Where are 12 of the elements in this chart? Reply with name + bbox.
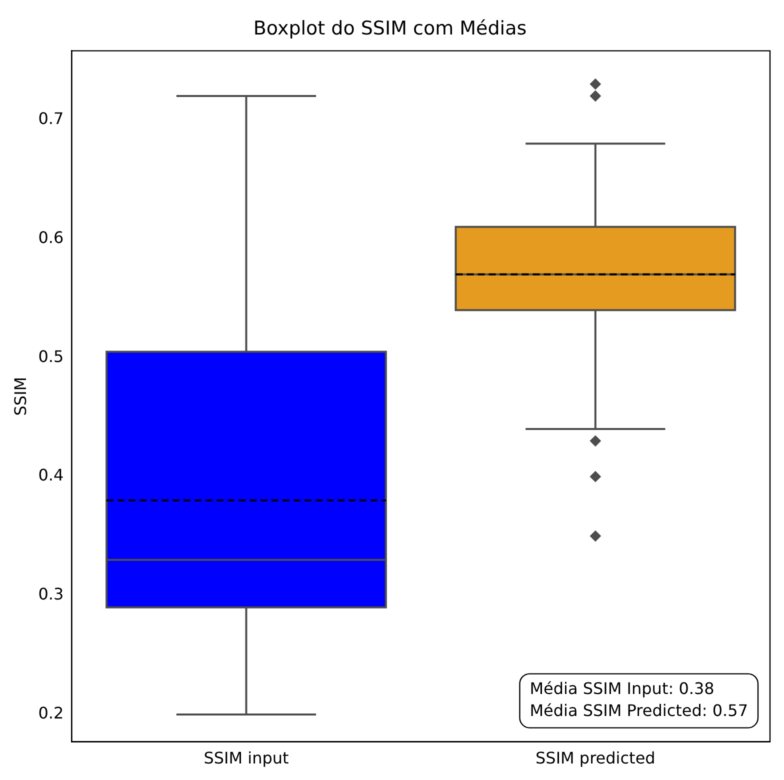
y-tick-label: 0.5 [38, 346, 64, 366]
y-tick-label: 0.7 [38, 108, 64, 128]
annotation: Média SSIM Predicted: 0.57 [530, 700, 748, 720]
y-tick-label: 0.2 [38, 704, 64, 723]
annotation: Média SSIM Input: 0.38 [530, 678, 714, 698]
y-tick-label: 0.6 [38, 228, 64, 247]
y-tick-label: 0.4 [38, 466, 64, 485]
x-tick-label: SSIM input [204, 748, 289, 768]
y-tick-label: 0.3 [38, 584, 64, 604]
chart-title: Boxplot do SSIM com Médias [253, 17, 527, 40]
y-axis-title: SSIM [10, 376, 30, 416]
x-tick-label: SSIM predicted [535, 748, 656, 768]
